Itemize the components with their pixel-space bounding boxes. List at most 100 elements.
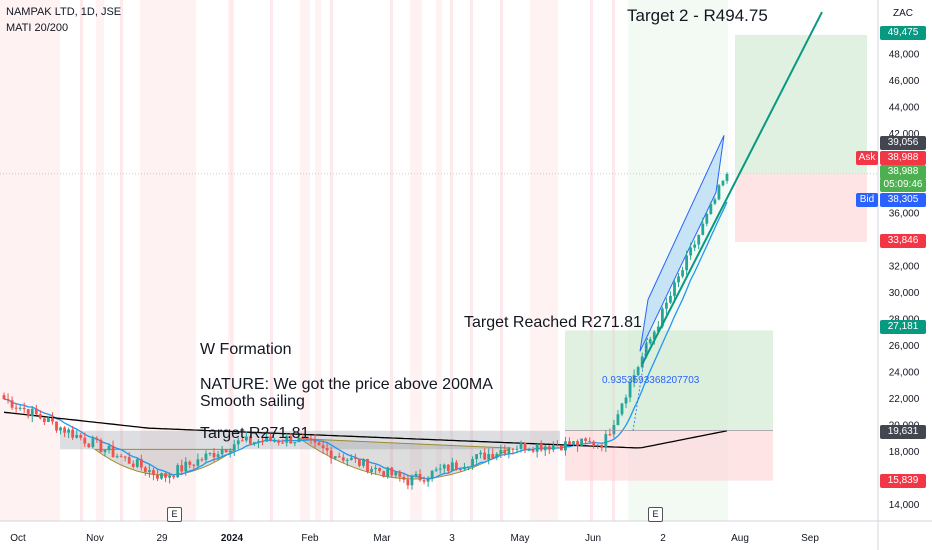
candle-body xyxy=(240,440,244,442)
time-axis: Oct Nov 29 2024 Feb Mar 3 May Jun 2 Aug Sep xyxy=(10,533,819,544)
currency-label[interactable]: ZAC xyxy=(893,8,913,19)
tag-39056: 39,056 xyxy=(880,136,926,150)
candle-body xyxy=(293,442,297,444)
candle-body xyxy=(18,407,22,409)
candle-body xyxy=(208,452,212,454)
ratio-connector xyxy=(632,335,649,431)
price-tick-label: 14,000 xyxy=(889,500,920,511)
candle-body xyxy=(345,459,349,461)
candle-body xyxy=(6,399,10,401)
candle-body xyxy=(511,448,515,450)
target-zone-2 xyxy=(735,34,867,174)
candle-body xyxy=(446,464,450,471)
candle-body xyxy=(471,459,474,467)
candle-body xyxy=(454,462,458,469)
candle-body xyxy=(475,454,478,460)
candle-body xyxy=(143,467,147,472)
candle-body xyxy=(600,444,604,448)
price-tick-label: 32,000 xyxy=(889,262,920,273)
candle-body xyxy=(180,465,184,472)
ask-label: Ask xyxy=(856,151,878,165)
candle-body xyxy=(632,375,636,382)
candle-body xyxy=(285,436,289,443)
candle-body xyxy=(111,445,115,458)
session-bands xyxy=(0,0,728,521)
earnings-marker-1[interactable]: E xyxy=(167,507,182,522)
candle-body xyxy=(515,448,519,450)
candle-body xyxy=(394,471,398,476)
candle-body xyxy=(71,429,75,438)
candle-body xyxy=(370,469,373,472)
session-band xyxy=(96,0,104,521)
candle-body xyxy=(503,450,507,454)
session-stripe xyxy=(500,0,503,521)
candle-body xyxy=(38,414,42,419)
candle-body xyxy=(422,480,426,482)
price-tick-label: 18,000 xyxy=(889,447,920,458)
session-stripe xyxy=(590,0,593,521)
candle-body xyxy=(430,470,434,479)
candle-body xyxy=(604,434,608,448)
session-band xyxy=(300,0,310,521)
candle-body xyxy=(697,234,701,245)
candle-body xyxy=(176,465,180,478)
candle-body xyxy=(228,450,232,453)
session-stripe xyxy=(390,0,393,521)
candle-body xyxy=(79,434,83,438)
time-tick-label: Sep xyxy=(801,533,819,544)
candle-body xyxy=(2,395,6,400)
earnings-marker-2[interactable]: E xyxy=(648,507,663,522)
candle-body xyxy=(378,467,382,472)
candle-body xyxy=(717,185,721,200)
candle-body xyxy=(119,456,123,458)
time-tick-label: May xyxy=(511,533,530,544)
bid-price: 38,305 xyxy=(880,193,926,207)
candle-body xyxy=(200,459,204,461)
candle-body xyxy=(535,444,539,452)
candle-body xyxy=(51,418,54,422)
candle-body xyxy=(313,440,317,443)
candle-body xyxy=(26,409,30,417)
price-tick-label: 48,000 xyxy=(889,50,920,61)
candle-body xyxy=(426,478,430,482)
target-reached-label: Target Reached R271.81 xyxy=(464,314,642,331)
time-tick-label: Oct xyxy=(10,533,26,544)
candle-body xyxy=(665,302,668,309)
candle-body xyxy=(216,454,220,458)
candle-body xyxy=(527,449,531,451)
indicator-label[interactable]: MATI 20/200 xyxy=(6,22,69,34)
candle-body xyxy=(115,456,119,458)
session-stripe xyxy=(120,0,123,521)
candle-body xyxy=(34,408,38,415)
candle-body xyxy=(281,442,285,444)
candle-body xyxy=(59,427,62,431)
candle-body xyxy=(325,448,329,451)
candle-body xyxy=(620,403,624,415)
candle-body xyxy=(382,471,386,477)
candle-body xyxy=(608,434,612,436)
candle-body xyxy=(523,442,527,451)
candle-body xyxy=(652,331,656,340)
candle-body xyxy=(713,199,717,204)
candle-body xyxy=(273,440,277,442)
candle-body xyxy=(644,343,648,357)
candle-body xyxy=(459,468,462,470)
candle-body xyxy=(220,449,224,455)
candle-body xyxy=(47,418,50,422)
candle-body xyxy=(669,295,672,303)
candle-body xyxy=(152,470,155,475)
candle-body xyxy=(156,474,159,479)
candle-body xyxy=(559,445,563,451)
candle-body xyxy=(297,437,301,443)
candle-body xyxy=(22,407,26,410)
candle-body xyxy=(127,457,131,464)
session-stripe xyxy=(330,0,333,521)
candle-body xyxy=(248,436,252,444)
target-zone-1 xyxy=(565,330,773,431)
candle-body xyxy=(414,474,418,477)
candle-body xyxy=(244,436,248,441)
session-band xyxy=(436,0,442,521)
candle-body xyxy=(705,213,709,224)
candle-body xyxy=(269,436,272,441)
